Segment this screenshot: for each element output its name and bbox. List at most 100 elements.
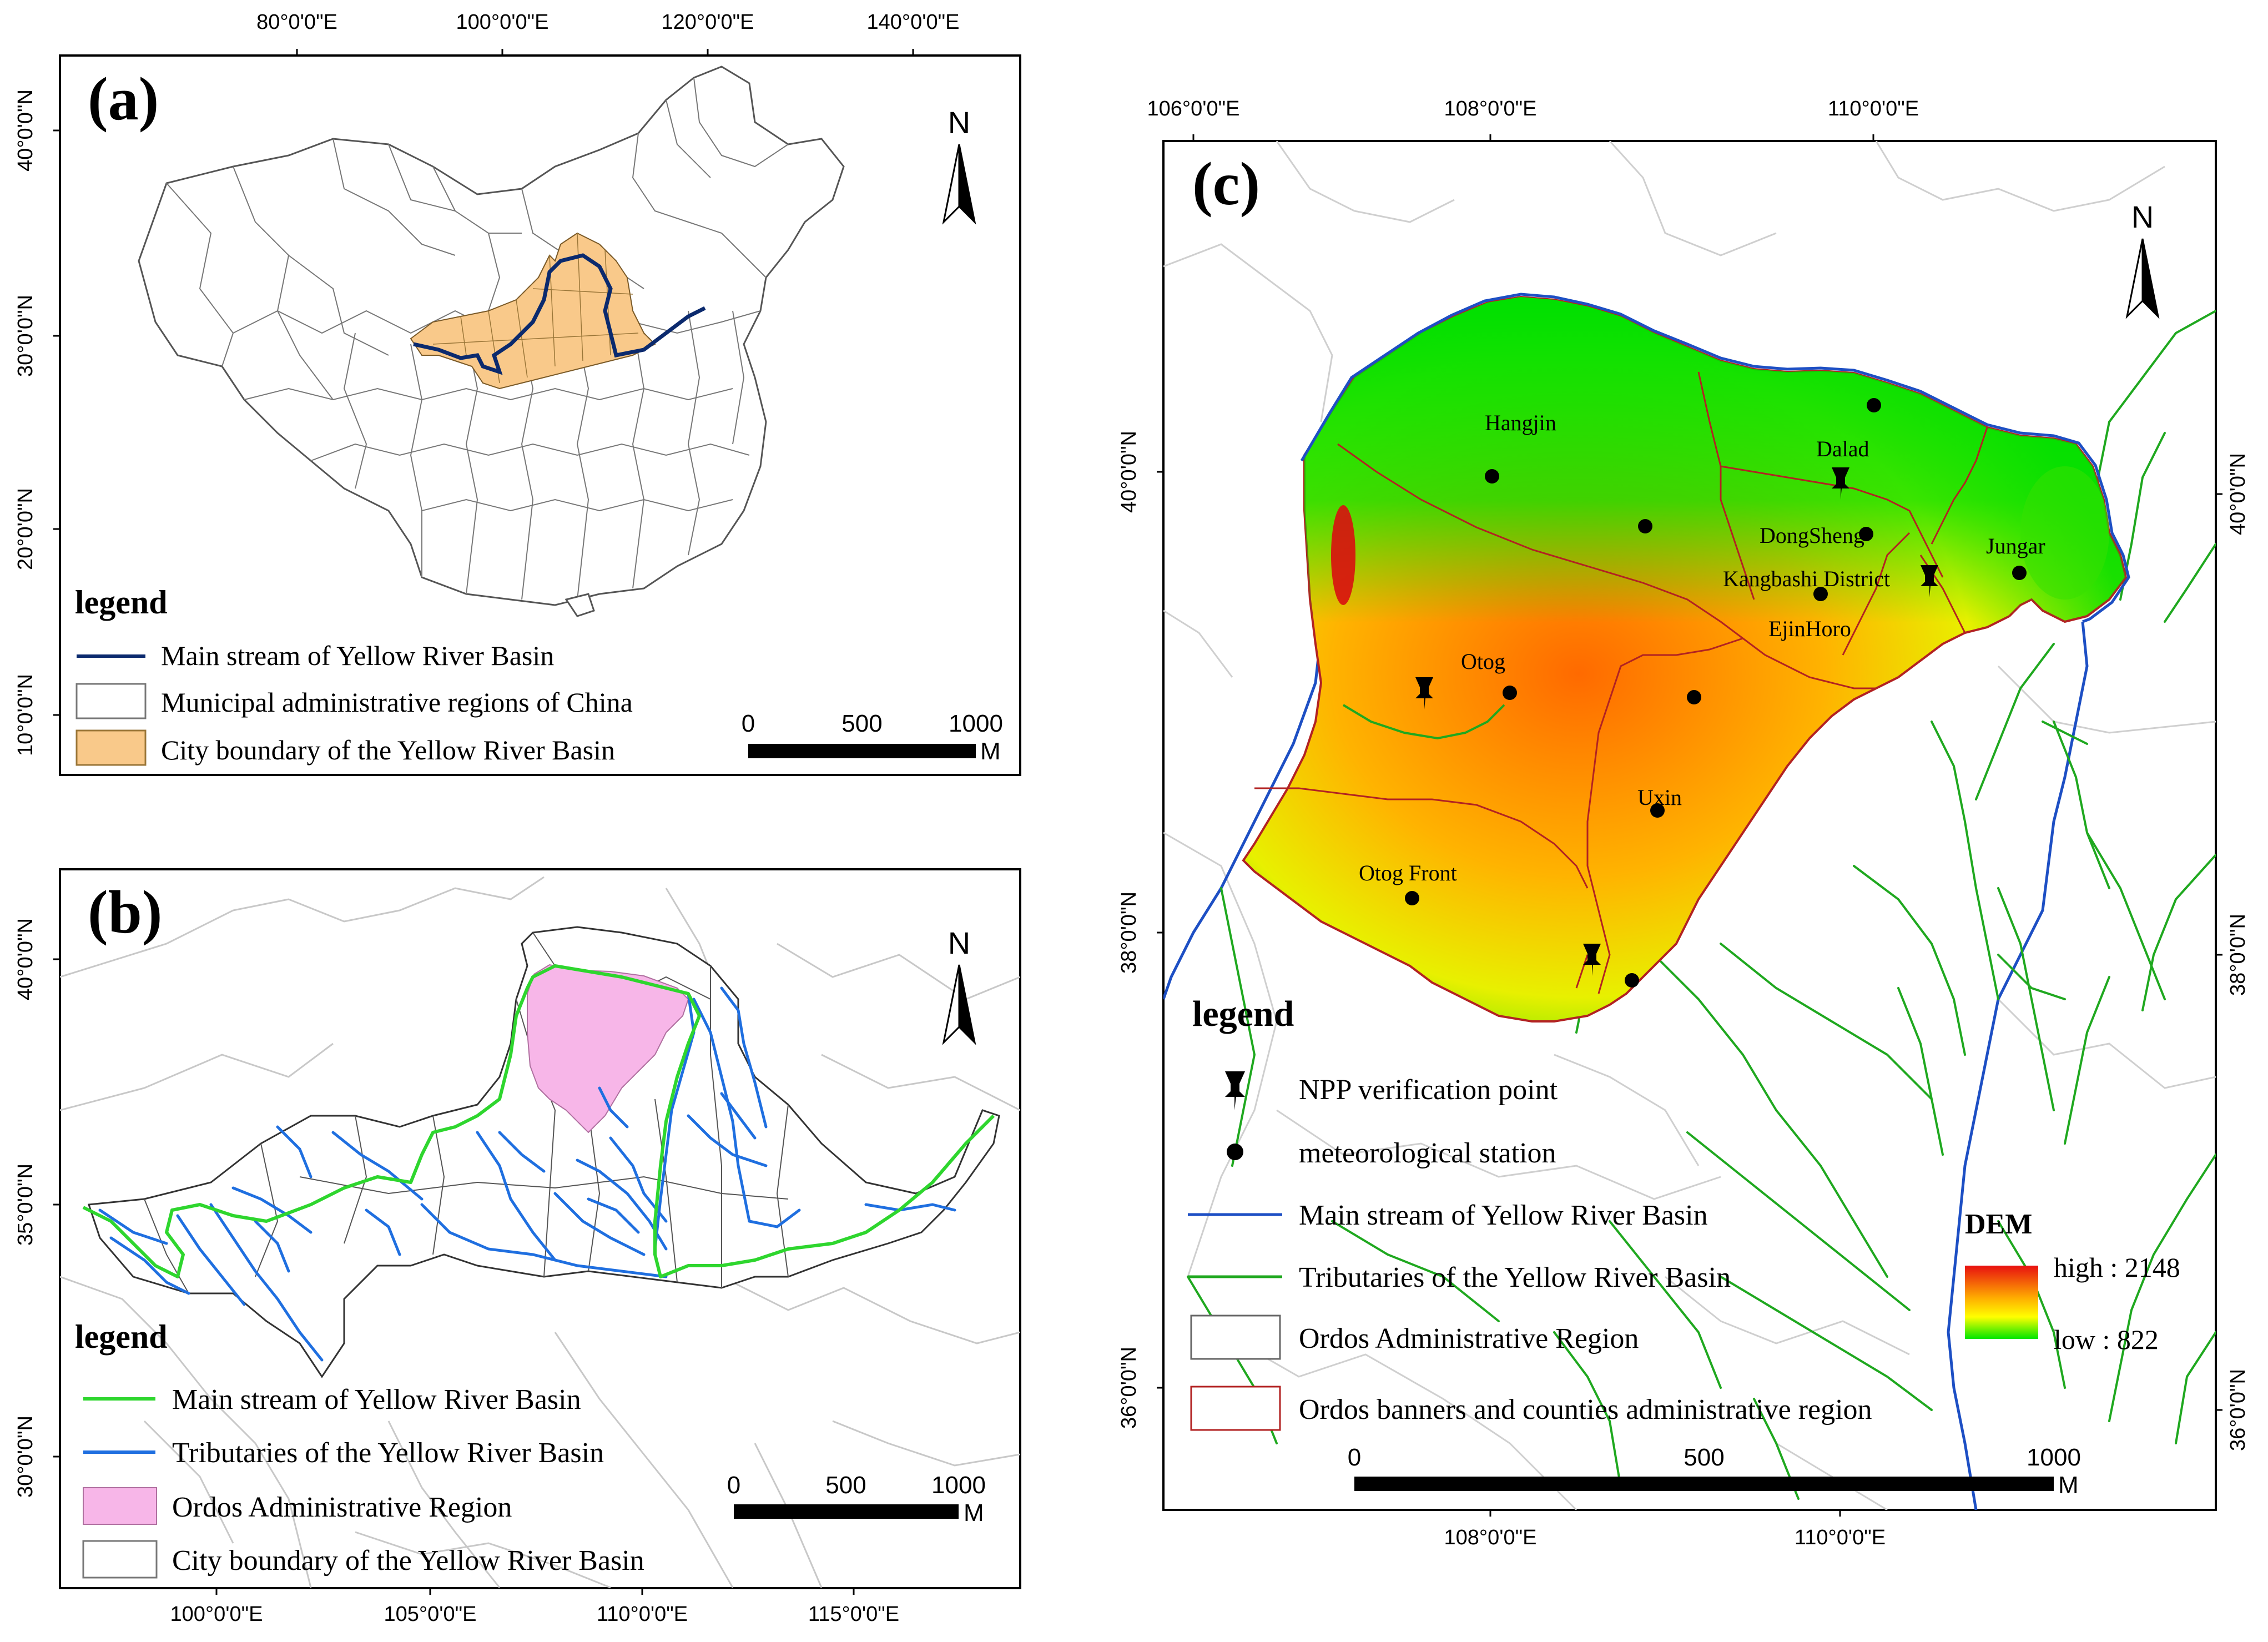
svg-text:M: M xyxy=(964,1499,984,1527)
met-station-otog xyxy=(1503,686,1517,700)
a-left-tick-1: 40°0'0"N xyxy=(14,89,37,172)
met-station-otog-front xyxy=(1405,891,1419,905)
svg-text:M: M xyxy=(2058,1472,2079,1499)
svg-text:1000: 1000 xyxy=(2027,1444,2081,1471)
met-station-north xyxy=(1867,398,1881,412)
ordos-north-green xyxy=(1243,297,2126,1021)
north-arrow-icon: N xyxy=(2125,199,2160,319)
china-map xyxy=(138,66,845,617)
svg-text:500: 500 xyxy=(825,1472,866,1499)
npp-verification-points xyxy=(1415,467,1938,976)
b-legend-ordos: Ordos Administrative Region xyxy=(172,1492,512,1523)
c-bottom-tick-1: 108°0'0"E xyxy=(1444,1526,1537,1549)
npp-pin-otog-icon xyxy=(1415,677,1433,709)
c-top-tick-2: 108°0'0"E xyxy=(1444,97,1537,120)
panel-b-label: (b) xyxy=(88,878,162,946)
dem-high-spot xyxy=(1331,505,1355,605)
c-legend-title: legend xyxy=(1192,994,1294,1034)
svg-text:500: 500 xyxy=(841,710,882,737)
basin-city-fill xyxy=(410,232,656,390)
met-station-hangjin xyxy=(1485,469,1499,483)
c-legend-met: meteorological station xyxy=(1299,1137,1556,1169)
place-dalad: Dalad xyxy=(1816,436,1869,461)
npp-pin-dalad-icon xyxy=(1832,467,1849,500)
c-bottom-tick-2: 110°0'0"E xyxy=(1795,1526,1886,1549)
b-scale-bar: 0 500 1000 M xyxy=(727,1472,986,1527)
met-station-dongsheng xyxy=(1859,527,1873,541)
c-right-tick-1: 40°0'0"N xyxy=(2226,453,2250,535)
svg-text:500: 500 xyxy=(1684,1444,1724,1471)
yellow-river-main-stream-c xyxy=(1300,293,2130,623)
met-station-ejinhoro xyxy=(1813,587,1828,601)
svg-text:N: N xyxy=(948,925,970,960)
a-legend-city-boundary: City boundary of the Yellow River Basin xyxy=(161,734,615,765)
met-station-east xyxy=(1687,690,1701,704)
place-names: Hangjin Dalad DongSheng Jungar Kangbashi… xyxy=(1359,410,2045,885)
svg-text:N: N xyxy=(2131,199,2154,234)
a-top-tick-2: 100°0'0"E xyxy=(456,11,549,34)
panel-c-ticks xyxy=(1157,134,2222,1517)
c-right-tick-3: 36°0'0"N xyxy=(2226,1369,2250,1451)
met-station-uxin xyxy=(1650,803,1665,818)
npp-pin-kangbashi-icon xyxy=(1921,565,1938,597)
npp-pin-south-icon xyxy=(1583,944,1601,976)
a-scale-bar: 0 500 1000 M xyxy=(742,710,1003,765)
c-legend-banners: Ordos banners and counties administrativ… xyxy=(1299,1394,1872,1426)
a-legend-municipal: Municipal administrative regions of Chin… xyxy=(161,687,633,718)
b-legend-main-stream: Main stream of Yellow River Basin xyxy=(172,1384,581,1416)
svg-text:N: N xyxy=(948,105,970,140)
svg-text:0: 0 xyxy=(1348,1444,1361,1471)
a-legend-title: legend xyxy=(75,584,168,621)
panel-b-ticks xyxy=(53,958,855,1595)
b-bottom-tick-4: 115°0'0"E xyxy=(808,1603,899,1626)
place-kangbashi: Kangbashi District xyxy=(1723,566,1890,591)
meteorological-stations xyxy=(1405,398,2027,988)
a-legend-main-stream: Main stream of Yellow River Basin xyxy=(161,640,554,671)
c-legend-tributaries: Tributaries of the Yellow River Basin xyxy=(1299,1262,1731,1293)
b-legend-swatch-city-boundary xyxy=(82,1540,158,1579)
a-top-tick-1: 80°0'0"E xyxy=(256,11,337,34)
panel-a-label: (a) xyxy=(88,65,159,133)
b-legend-title: legend xyxy=(75,1318,168,1355)
a-top-tick-4: 140°0'0"E xyxy=(867,11,960,34)
met-station-central xyxy=(1638,519,1652,533)
place-otog-front: Otog Front xyxy=(1359,860,1457,885)
c-left-tick-2: 38°0'0"N xyxy=(1117,891,1141,974)
b-left-tick-2: 35°0'0"N xyxy=(14,1163,37,1246)
b-left-tick-1: 40°0'0"N xyxy=(14,918,37,1000)
met-station-jungar xyxy=(2012,566,2027,580)
north-arrow-icon: N xyxy=(942,105,976,225)
yellow-river-main-stream-a xyxy=(413,253,706,375)
c-legend-npp: NPP verification point xyxy=(1299,1074,1558,1106)
c-legend-main-stream: Main stream of Yellow River Basin xyxy=(1299,1200,1708,1231)
place-hangjin: Hangjin xyxy=(1485,410,1556,435)
svg-text:1000: 1000 xyxy=(931,1472,986,1499)
a-top-tick-3: 120°0'0"E xyxy=(662,11,754,34)
b-bottom-tick-1: 100°0'0"E xyxy=(170,1603,263,1626)
yellow-river-main-stream-b xyxy=(82,964,995,1278)
dem-title: DEM xyxy=(1965,1208,2032,1240)
c-scale-bar: 0 500 1000 M xyxy=(1348,1444,2081,1499)
a-legend-swatch-city-boundary xyxy=(75,729,147,766)
c-left-tick-3: 36°0'0"N xyxy=(1117,1347,1141,1429)
panel-a-ticks xyxy=(53,49,914,716)
dem-high: high : 2148 xyxy=(2054,1252,2180,1283)
c-right-tick-2: 38°0'0"N xyxy=(2226,914,2250,996)
svg-text:0: 0 xyxy=(742,710,755,737)
place-uxin: Uxin xyxy=(1637,785,1682,810)
place-ejinhoro: EjinHoro xyxy=(1768,616,1851,641)
panel-c-label: (c) xyxy=(1192,150,1260,218)
c-top-tick-1: 106°0'0"E xyxy=(1147,97,1240,120)
panel-a: 80°0'0"E 100°0'0"E 120°0'0"E 140°0'0"E 4… xyxy=(14,11,1021,776)
b-bottom-tick-3: 110°0'0"E xyxy=(597,1603,688,1626)
otog-river xyxy=(1342,704,1505,740)
b-left-tick-3: 30°0'0"N xyxy=(14,1416,37,1498)
b-legend-tributaries: Tributaries of the Yellow River Basin xyxy=(172,1437,604,1469)
place-otog: Otog xyxy=(1461,649,1505,674)
banner-boundaries xyxy=(1254,371,1988,994)
dem-low-east xyxy=(2020,466,2109,600)
basin-map xyxy=(60,876,1020,1588)
c-legend-swatch-ordos xyxy=(1190,1314,1281,1360)
place-dongsheng: DongSheng xyxy=(1760,523,1864,548)
met-station-south xyxy=(1625,973,1639,988)
